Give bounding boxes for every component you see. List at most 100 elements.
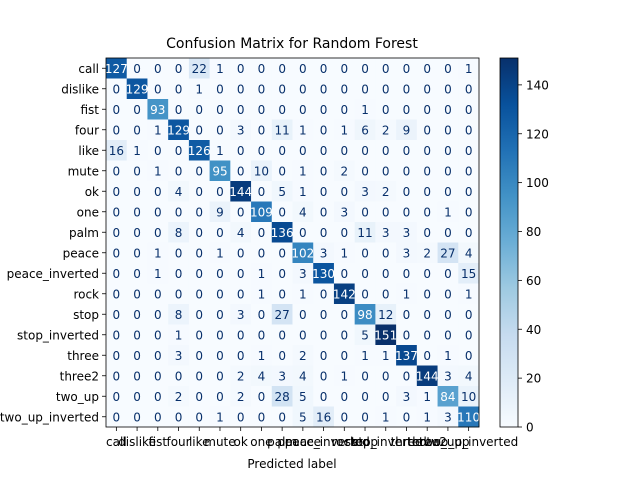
cell-value: 0 [444, 103, 452, 117]
heatmap-cell [333, 222, 356, 243]
cell-value: 93 [150, 103, 165, 117]
heatmap-cell [333, 283, 356, 305]
cell-value: 0 [113, 205, 121, 219]
cell-value: 0 [361, 62, 369, 76]
chart-title: Confusion Matrix for Random Forest [166, 36, 418, 52]
heatmap-cell [292, 283, 314, 305]
heatmap-cell [168, 99, 190, 120]
heatmap-cell [209, 242, 231, 264]
cell-value: 0 [237, 267, 245, 281]
cell-value: 0 [340, 410, 348, 424]
heatmap-cell [292, 119, 314, 141]
heatmap-cell [188, 119, 211, 141]
heatmap-cell [147, 345, 169, 366]
heatmap-cell [271, 140, 293, 161]
cell-value: 5 [299, 390, 307, 404]
heatmap-cell [416, 406, 438, 428]
cell-value: 0 [278, 103, 286, 117]
heatmap-cell [251, 181, 273, 202]
cell-value: 0 [382, 390, 390, 404]
heatmap-cell [354, 140, 376, 161]
heatmap-cell [230, 324, 252, 346]
heatmap-cell [251, 160, 273, 182]
cell-value: 0 [195, 164, 203, 178]
cell-value: 0 [340, 267, 348, 281]
heatmap-cell [230, 119, 252, 141]
cell-value: 0 [175, 164, 183, 178]
heatmap-cell [271, 242, 293, 264]
heatmap-cell [126, 386, 148, 407]
cell-value: 0 [175, 287, 183, 301]
cell-value: 0 [195, 410, 203, 424]
heatmap-cell [230, 304, 252, 325]
heatmap-cell [126, 242, 148, 264]
cell-value: 0 [320, 185, 328, 199]
cell-value: 1 [423, 390, 431, 404]
heatmap-cell [437, 386, 459, 407]
x-tick-label: ok [234, 435, 248, 449]
heatmap-cell [209, 365, 231, 387]
heatmap-cell [271, 58, 293, 79]
heatmap-cell [458, 263, 480, 284]
heatmap-cell [168, 263, 190, 284]
x-tick-label: three2 [407, 435, 446, 449]
heatmap-cell [313, 201, 335, 223]
x-tick-label: four [166, 435, 190, 449]
cell-value: 1 [340, 246, 348, 260]
cell-value: 15 [461, 267, 476, 281]
heatmap-cell [437, 78, 459, 100]
cell-value: 0 [340, 103, 348, 117]
cell-value: 1 [299, 164, 307, 178]
heatmap-cell [313, 263, 335, 284]
heatmap-cell [333, 406, 356, 428]
cell-value: 0 [133, 185, 141, 199]
cell-value: 0 [175, 82, 183, 96]
heatmap-cell [354, 99, 376, 120]
heatmap-cell [147, 201, 169, 223]
cell-value: 1 [216, 144, 224, 158]
heatmap-cell [126, 222, 148, 243]
cell-value: 0 [423, 267, 431, 281]
cell-value: 102 [291, 246, 314, 260]
heatmap-cell [416, 78, 438, 100]
heatmap-cell [313, 222, 335, 243]
cell-value: 1 [382, 410, 390, 424]
heatmap-cell [313, 242, 335, 264]
heatmap-cell [292, 386, 314, 407]
heatmap-cell [251, 406, 273, 428]
heatmap-cell [458, 283, 480, 305]
heatmap-cell [313, 160, 335, 182]
cell-value: 0 [361, 369, 369, 383]
heatmap-cell [188, 222, 211, 243]
heatmap-cell [333, 345, 356, 366]
cell-value: 0 [320, 205, 328, 219]
cell-value: 0 [403, 308, 411, 322]
heatmap-cell [292, 242, 314, 264]
cell-value: 0 [444, 308, 452, 322]
heatmap-cell [230, 160, 252, 182]
heatmap-cell [230, 78, 252, 100]
cell-value: 136 [271, 226, 294, 240]
cell-value: 11 [274, 123, 289, 137]
heatmap-cell [437, 222, 459, 243]
cell-value: 0 [175, 205, 183, 219]
heatmap-cell [271, 222, 293, 243]
cell-value: 0 [423, 144, 431, 158]
cell-value: 0 [113, 103, 121, 117]
heatmap-cell [333, 324, 356, 346]
heatmap-cell [251, 304, 273, 325]
heatmap-cell [209, 283, 231, 305]
heatmap-cell [313, 78, 335, 100]
cell-value: 142 [333, 287, 356, 301]
cell-value: 0 [237, 62, 245, 76]
cell-value: 0 [382, 369, 390, 383]
heatmap-cell [333, 78, 356, 100]
y-tick-label: four [75, 123, 99, 137]
cell-value: 0 [299, 308, 307, 322]
cell-value: 0 [113, 246, 121, 260]
heatmap-cell [271, 324, 293, 346]
cell-value: 0 [195, 390, 203, 404]
heatmap-cell [416, 304, 438, 325]
heatmap-cell [168, 345, 190, 366]
